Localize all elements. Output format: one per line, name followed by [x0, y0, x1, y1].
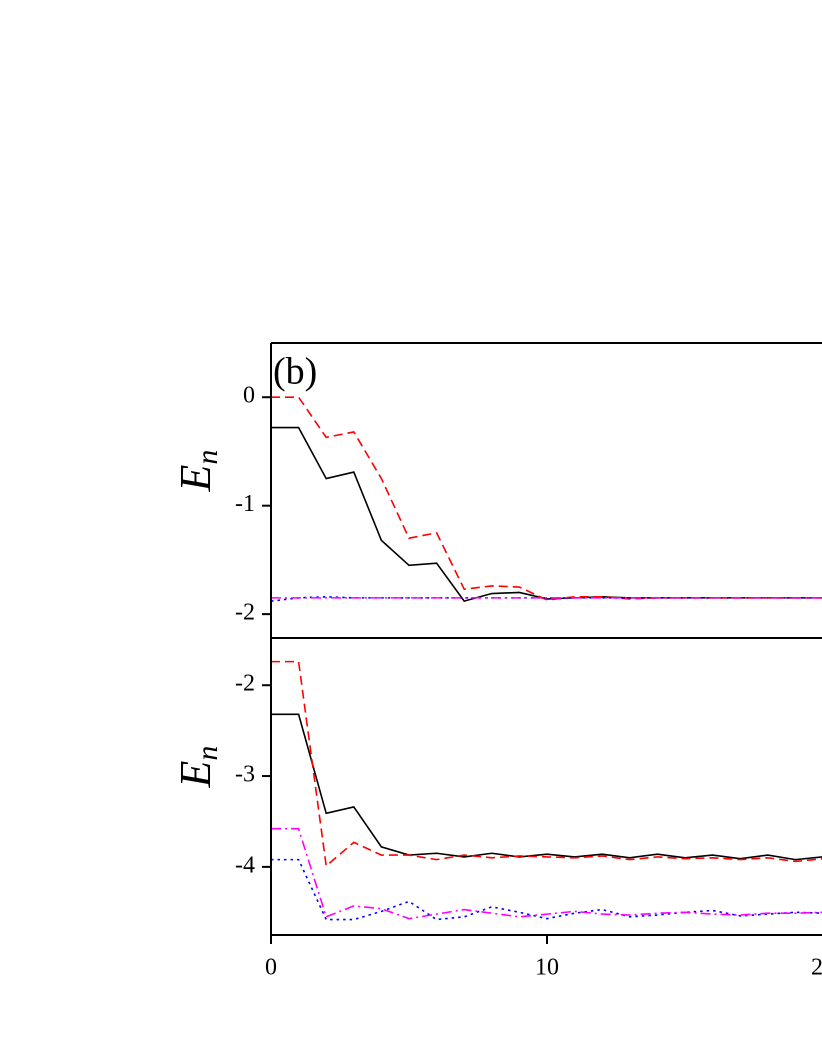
y-tick-label: -2 [235, 671, 255, 697]
y-tick-label: -4 [235, 852, 255, 878]
x-tick-label: 10 [535, 955, 559, 981]
data-line [271, 660, 822, 868]
panel-label: (b) [273, 351, 317, 393]
y-tick-label: -2 [235, 600, 255, 626]
data-line [271, 827, 822, 920]
x-tick-label: 20 [811, 955, 822, 981]
y-axis-label: En [171, 746, 224, 789]
y-axis-label-sub: n [191, 746, 224, 761]
x-tick-label: 0 [265, 955, 277, 981]
y-axis-label-sub: n [191, 450, 224, 465]
data-line [271, 426, 822, 603]
data-line [271, 858, 822, 921]
data-line [271, 713, 822, 861]
y-axis-label-main: E [171, 464, 220, 492]
data-line [270, 595, 822, 602]
y-axis-label-main: E [171, 760, 220, 788]
data-line [271, 396, 822, 601]
y-tick-label: -3 [235, 762, 255, 788]
y-tick-label: 0 [243, 383, 255, 409]
y-tick-label: -1 [235, 491, 255, 517]
y-axis-label: En [171, 450, 224, 493]
